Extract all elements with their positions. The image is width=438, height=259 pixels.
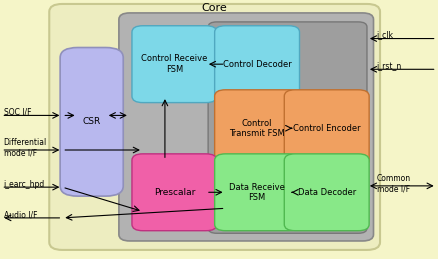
- Text: Data Decoder: Data Decoder: [297, 188, 356, 197]
- Text: i_rst_n: i_rst_n: [377, 61, 402, 70]
- FancyBboxPatch shape: [60, 47, 123, 196]
- Text: Prescalar: Prescalar: [154, 188, 195, 197]
- FancyBboxPatch shape: [119, 13, 374, 241]
- FancyBboxPatch shape: [49, 4, 380, 250]
- FancyBboxPatch shape: [215, 154, 300, 231]
- Text: Control Decoder: Control Decoder: [223, 60, 291, 69]
- Text: Differential
mode I/F: Differential mode I/F: [4, 138, 47, 157]
- Text: Control
Transmit FSM: Control Transmit FSM: [229, 119, 285, 138]
- Text: Common
mode I/F: Common mode I/F: [377, 174, 411, 193]
- FancyBboxPatch shape: [208, 22, 367, 233]
- FancyBboxPatch shape: [284, 154, 369, 231]
- Text: Control Receive
FSM: Control Receive FSM: [141, 54, 208, 74]
- FancyBboxPatch shape: [215, 90, 300, 167]
- Text: Audio I/F: Audio I/F: [4, 211, 37, 220]
- Text: Core: Core: [202, 3, 227, 13]
- Text: Data Receive
FSM: Data Receive FSM: [229, 183, 285, 202]
- FancyBboxPatch shape: [284, 90, 369, 167]
- Text: i_earc_hpd: i_earc_hpd: [4, 180, 45, 189]
- Text: SOC I/F: SOC I/F: [4, 107, 31, 116]
- Text: i_clk: i_clk: [377, 30, 394, 39]
- FancyBboxPatch shape: [132, 154, 217, 231]
- Text: Control Encoder: Control Encoder: [293, 124, 360, 133]
- Text: CSR: CSR: [83, 117, 101, 126]
- FancyBboxPatch shape: [215, 26, 300, 103]
- FancyBboxPatch shape: [132, 26, 217, 103]
